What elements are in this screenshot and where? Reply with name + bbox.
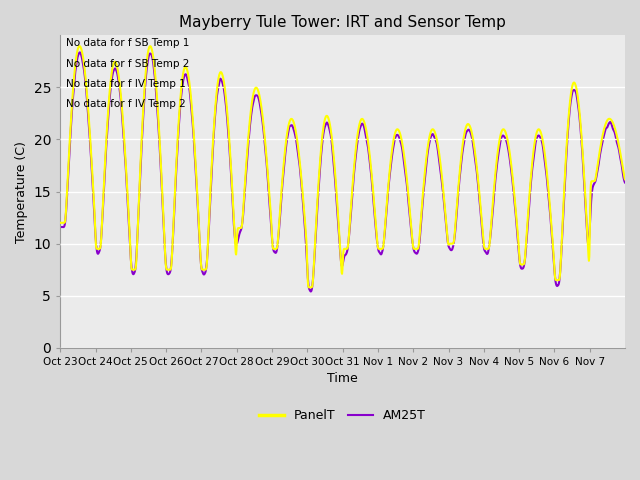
Text: No data for f SB Temp 2: No data for f SB Temp 2 [66,59,189,69]
X-axis label: Time: Time [327,372,358,385]
Text: No data for f IV Temp 1: No data for f IV Temp 1 [66,79,186,89]
Title: Mayberry Tule Tower: IRT and Sensor Temp: Mayberry Tule Tower: IRT and Sensor Temp [179,15,506,30]
Legend: PanelT, AM25T: PanelT, AM25T [254,404,431,427]
Y-axis label: Temperature (C): Temperature (C) [15,141,28,242]
Text: No data for f IV Temp 2: No data for f IV Temp 2 [66,99,186,109]
Text: No data for f SB Temp 1: No data for f SB Temp 1 [66,38,189,48]
